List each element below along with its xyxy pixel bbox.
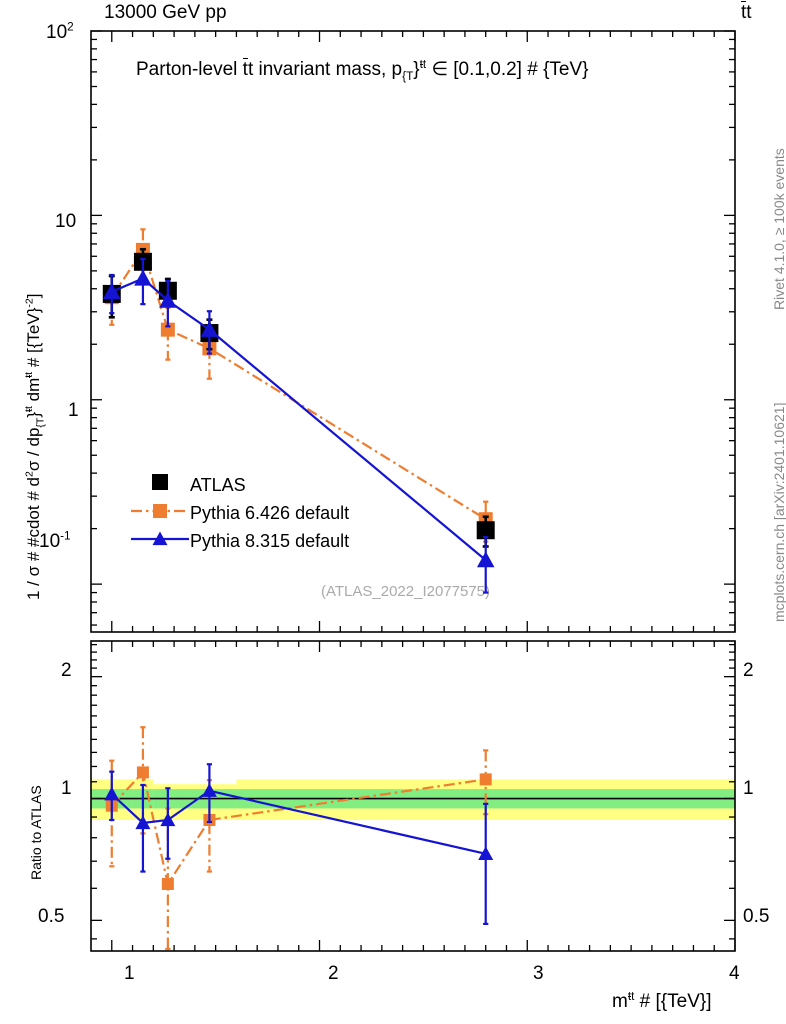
ratio-band-inner-4 (236, 789, 735, 809)
datapoint-atlas-main-3 (200, 324, 219, 343)
datapoint-pythia8-main-1 (134, 269, 152, 286)
ratio-ytick-label-1-left: 1 (61, 778, 72, 799)
main-ylabel: 1 / σ # #cdot # d2σ / dp{T}tt dmtt # [{T… (23, 293, 47, 601)
ratio-band-outer-1 (132, 779, 154, 820)
ratio-ytick-label-2-right: 2 (743, 660, 754, 681)
ratio-band-outer-3 (184, 784, 237, 820)
datapoint-pythia6-main-3 (202, 341, 217, 356)
xtick-label-3: 3 (533, 963, 544, 984)
xtick-label-4: 4 (729, 963, 740, 984)
datapoint-pythia8-ratio-1 (135, 815, 151, 830)
datapoint-atlas-main-4 (476, 521, 495, 540)
ratio-ytick-label-0p5-left: 0.5 (38, 906, 65, 927)
ytick-label-1: 1 (68, 400, 79, 421)
datapoint-pythia8-main-3 (200, 320, 219, 337)
datapoint-pythia8-ratio-3 (201, 783, 217, 797)
datapoint-pythia8-main-0 (103, 283, 121, 299)
datapoint-atlas-main-1 (133, 252, 152, 271)
xtick-label-1: 1 (124, 963, 135, 984)
legend-label-atlas: ATLAS (190, 475, 246, 495)
datapoint-pythia6-main-0 (104, 290, 119, 305)
ratio-band-outer-2 (153, 784, 185, 820)
datapoint-pythia8-ratio-4 (478, 846, 494, 860)
datapoint-pythia6-main-1 (135, 242, 150, 257)
main-panel-frame (90, 30, 736, 633)
beam-energy-label: 13000 GeV pp (104, 2, 227, 23)
process-label: tt (741, 0, 752, 23)
ratio-ytick-label-0p5-right: 0.5 (743, 906, 770, 927)
ratio-panel-frame (90, 640, 736, 952)
main-plot-title: Parton-level tt invariant mass, p{T} tt ∈… (136, 57, 589, 83)
legend-marker-pythia8 (152, 531, 168, 546)
datapoint-atlas-main-2 (158, 281, 177, 300)
datapoint-pythia8-main-2 (159, 291, 177, 308)
ytick-label-100: 102 (46, 20, 74, 43)
datapoint-pythia6-ratio-2 (161, 877, 174, 890)
datapoint-pythia6-ratio-0 (105, 799, 118, 812)
datapoint-pythia6-ratio-3 (203, 813, 216, 826)
ratio-band-outer-0 (91, 779, 133, 820)
ratio-band-inner-3 (184, 789, 237, 809)
datapoint-pythia6-ratio-1 (136, 766, 149, 779)
ratio-ytick-label-2-left: 2 (61, 660, 72, 681)
datapoint-pythia8-ratio-2 (160, 812, 176, 827)
datapoint-pythia6-main-4 (478, 512, 493, 527)
datapoint-pythia6-ratio-4 (479, 773, 492, 786)
analysis-id-watermark: (ATLAS_2022_I2077575) (321, 583, 491, 600)
legend-marker-pythia6 (153, 504, 167, 518)
ratio-band-inner-2 (153, 789, 185, 809)
datapoint-pythia8-ratio-0 (104, 786, 120, 801)
ytick-label-0p1: 10-1 (39, 529, 71, 552)
rivet-version-label: Rivet 4.1.0, ≥ 100k events (771, 148, 786, 310)
xaxis-label: m tt # [{TeV}] (612, 989, 712, 1012)
series-line-pythia6-ratio (110, 770, 486, 887)
legend-label-pythia6: Pythia 6.426 default (190, 503, 350, 523)
ratio-band-inner-1 (132, 789, 154, 809)
legend-label-pythia8: Pythia 8.315 default (190, 531, 350, 551)
ytick-label-10: 10 (55, 211, 77, 232)
datapoint-pythia8-main-4 (476, 551, 495, 568)
ratio-band-inner-0 (91, 789, 133, 809)
series-line-pythia8-ratio (111, 789, 486, 855)
datapoint-pythia6-main-2 (160, 322, 175, 337)
legend-marker-atlas (152, 474, 168, 490)
ratio-ytick-label-1-right: 1 (743, 778, 754, 799)
xtick-label-2: 2 (328, 963, 339, 984)
main-ylabel-text: 1 / σ # #cdot # d2σ / dp{T}tt dmtt # [{T… (23, 293, 47, 601)
series-line-pythia6-main (110, 247, 487, 521)
mcplots-source-label: mcplots.cern.ch [arXiv:2401.10621] (771, 402, 786, 622)
ratio-ylabel: Ratio to ATLAS (28, 785, 44, 880)
ratio-band-outer-4 (236, 779, 735, 820)
datapoint-atlas-main-0 (102, 284, 121, 303)
